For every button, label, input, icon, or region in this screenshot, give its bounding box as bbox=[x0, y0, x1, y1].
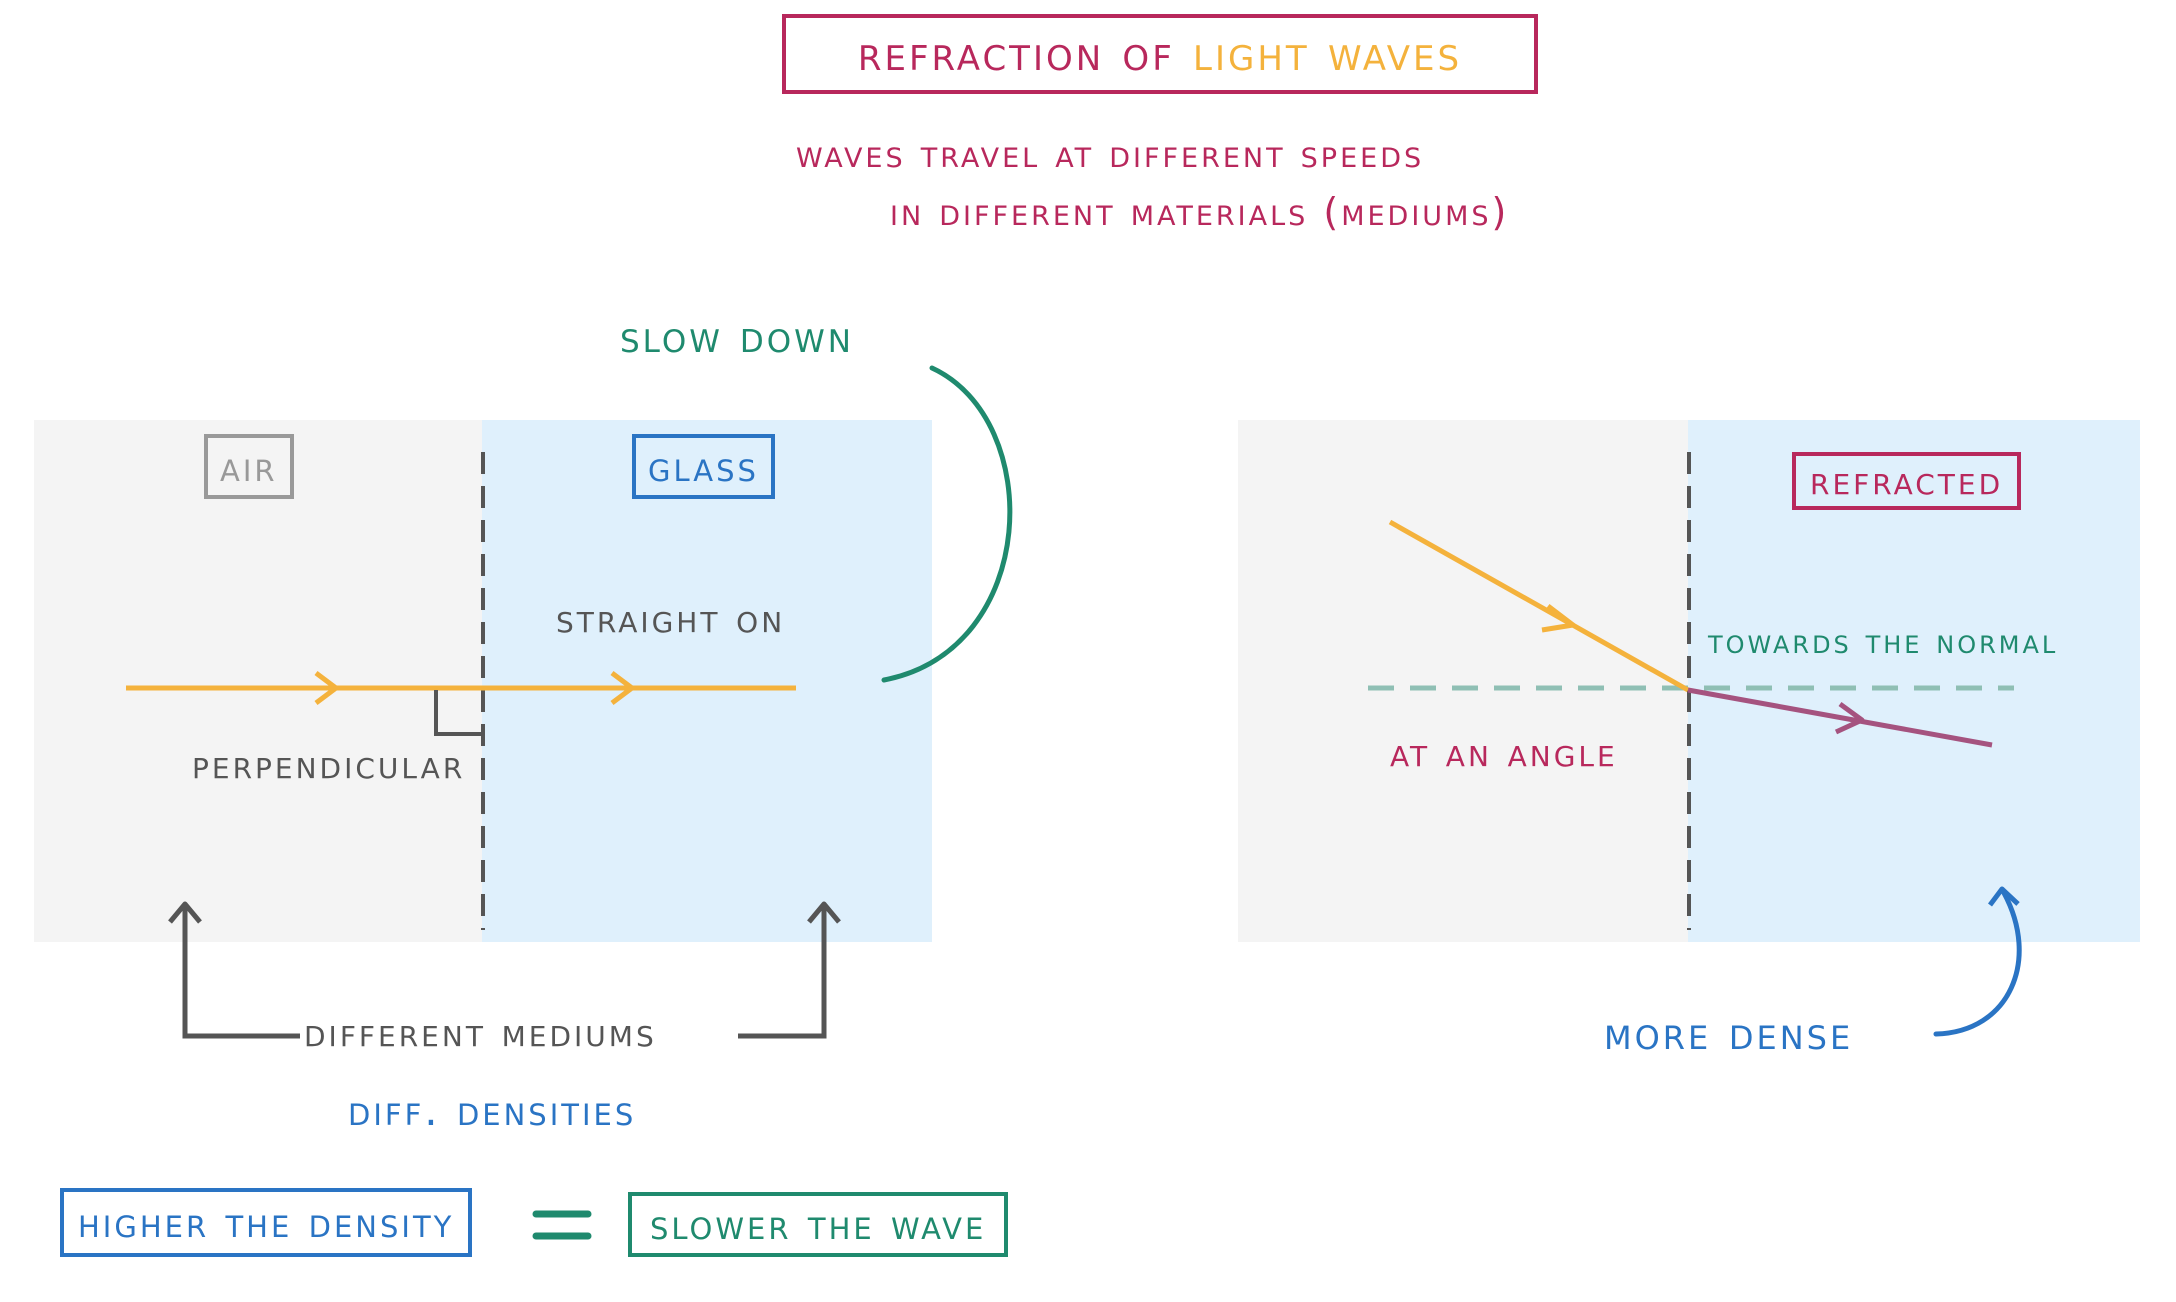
subtitle-line-1: waves travel at different speeds bbox=[796, 132, 1425, 176]
glass-label: Glass bbox=[632, 434, 775, 499]
different-mediums-label: Different mediums bbox=[304, 1010, 657, 1056]
ray-arrowhead-1 bbox=[314, 671, 339, 705]
subtitle-line-2: in different materials (mediums) bbox=[890, 190, 1510, 234]
air-label: Air bbox=[204, 434, 294, 499]
higher-density-box: Higher the Density bbox=[60, 1188, 473, 1257]
left-air-region bbox=[34, 420, 482, 942]
refracted-badge: Refracted bbox=[1792, 452, 2022, 510]
page-title: Refraction of Light waves bbox=[782, 14, 1538, 94]
right-angle-marker bbox=[434, 690, 481, 736]
left-glass-region bbox=[482, 420, 932, 942]
slow-down-label: Slow down bbox=[620, 312, 854, 363]
bracket-left-arrowhead bbox=[168, 901, 202, 924]
ray-arrowhead-2 bbox=[610, 671, 635, 705]
slow-down-arc bbox=[881, 365, 1013, 683]
bracket-right-arrowhead bbox=[807, 901, 841, 924]
refracted-ray bbox=[1687, 687, 1993, 748]
refracted-ray-arrowhead bbox=[1834, 701, 1865, 735]
bracket-right bbox=[738, 906, 827, 1039]
title-part-1: Refraction of bbox=[857, 26, 1175, 82]
perpendicular-label: Perpendicular bbox=[192, 742, 466, 788]
right-air-region bbox=[1238, 420, 1688, 942]
equals-sign: = bbox=[536, 1188, 537, 1189]
straight-on-label: Straight on bbox=[556, 596, 786, 642]
more-dense-label: More dense bbox=[1604, 1006, 1854, 1060]
title-part-2: Light waves bbox=[1193, 26, 1463, 82]
incident-ray-angled bbox=[1388, 519, 1690, 693]
diff-densities-label: Diff. Densities bbox=[348, 1086, 637, 1135]
incident-ray-arrowhead bbox=[1541, 604, 1576, 633]
bracket-left bbox=[182, 906, 300, 1039]
towards-the-normal-label: Towards the normal bbox=[1708, 622, 2059, 662]
more-dense-arrow bbox=[1933, 890, 2022, 1037]
at-an-angle-label: At an Angle bbox=[1390, 730, 1618, 776]
slower-wave-box: Slower the wave bbox=[628, 1192, 1009, 1257]
more-dense-arrowhead bbox=[1988, 886, 2020, 907]
